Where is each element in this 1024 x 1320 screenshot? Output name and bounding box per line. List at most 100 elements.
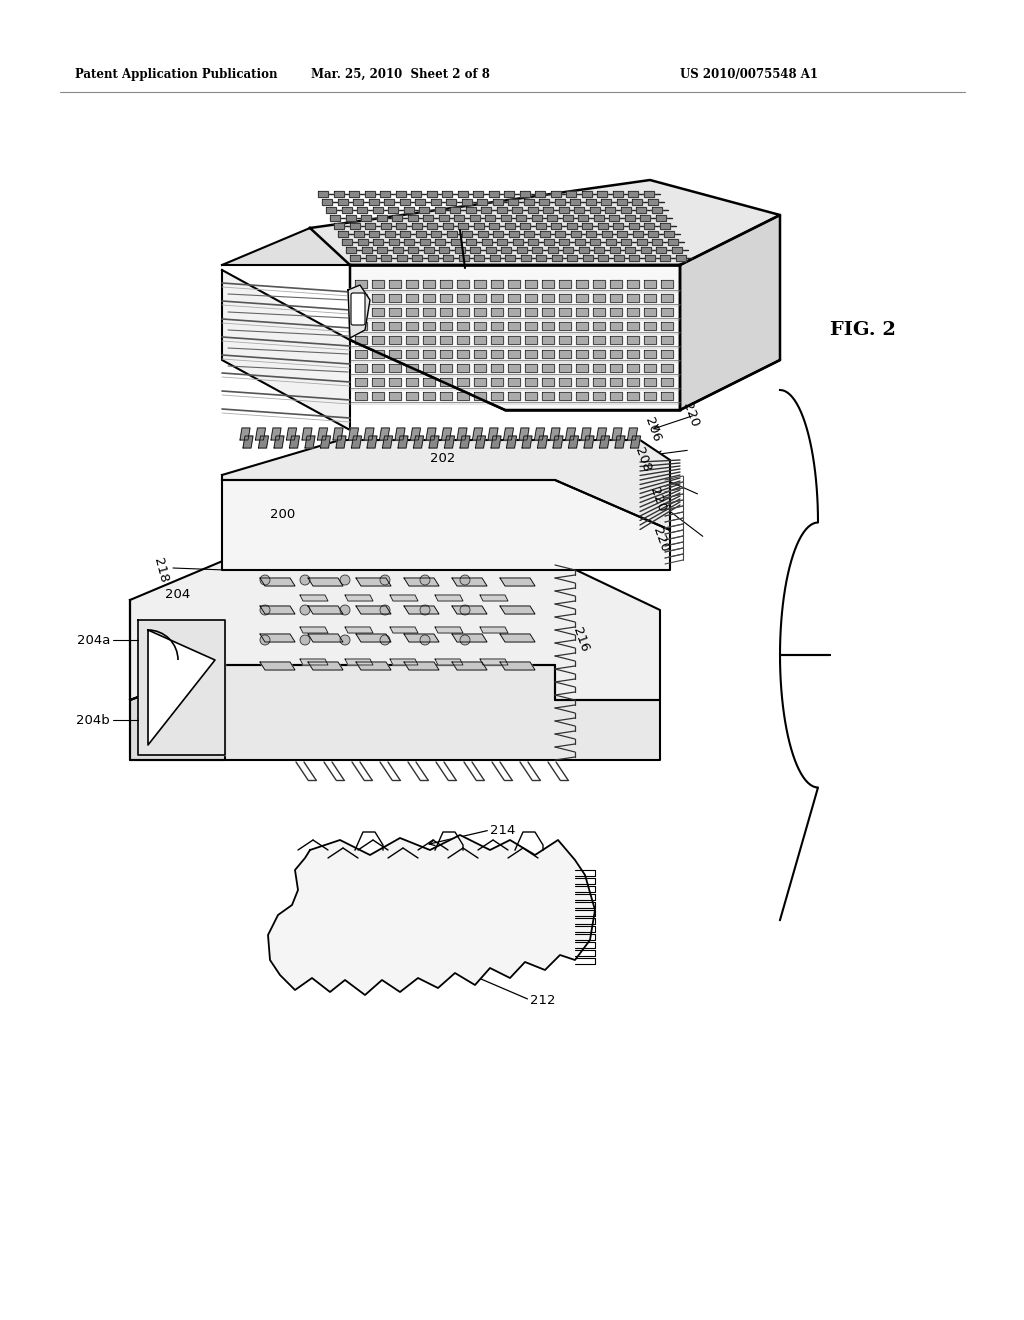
Polygon shape <box>372 308 384 315</box>
Polygon shape <box>414 436 424 447</box>
Polygon shape <box>355 294 367 302</box>
Polygon shape <box>372 392 384 400</box>
Polygon shape <box>349 191 359 197</box>
Polygon shape <box>508 280 520 288</box>
Polygon shape <box>612 428 622 440</box>
Polygon shape <box>474 350 486 358</box>
Polygon shape <box>326 207 336 213</box>
Polygon shape <box>372 322 384 330</box>
Polygon shape <box>411 191 421 197</box>
Polygon shape <box>540 231 550 238</box>
Polygon shape <box>559 392 571 400</box>
Polygon shape <box>457 308 469 315</box>
Polygon shape <box>542 280 554 288</box>
Polygon shape <box>582 223 592 228</box>
Circle shape <box>460 635 470 645</box>
Polygon shape <box>662 350 673 358</box>
Polygon shape <box>542 322 554 330</box>
Polygon shape <box>406 322 418 330</box>
Polygon shape <box>505 223 514 228</box>
Polygon shape <box>457 294 469 302</box>
Polygon shape <box>423 280 435 288</box>
Polygon shape <box>459 255 469 261</box>
Polygon shape <box>300 595 328 601</box>
Polygon shape <box>334 191 343 197</box>
Polygon shape <box>336 436 346 447</box>
Circle shape <box>340 635 350 645</box>
Polygon shape <box>452 663 487 671</box>
Polygon shape <box>457 378 469 385</box>
Polygon shape <box>406 280 418 288</box>
Polygon shape <box>434 207 444 213</box>
Circle shape <box>260 605 270 615</box>
Polygon shape <box>474 294 486 302</box>
Polygon shape <box>627 337 639 345</box>
Polygon shape <box>389 350 401 358</box>
Polygon shape <box>364 428 374 440</box>
Polygon shape <box>406 392 418 400</box>
Polygon shape <box>458 191 468 197</box>
Polygon shape <box>361 247 372 253</box>
Polygon shape <box>627 294 639 302</box>
Polygon shape <box>504 191 514 197</box>
Polygon shape <box>380 191 390 197</box>
Polygon shape <box>365 223 375 228</box>
Polygon shape <box>519 428 529 440</box>
Polygon shape <box>552 255 561 261</box>
Polygon shape <box>593 378 605 385</box>
Polygon shape <box>474 255 484 261</box>
Polygon shape <box>508 308 520 315</box>
Polygon shape <box>268 836 595 995</box>
Text: 212: 212 <box>530 994 555 1006</box>
Text: 220: 220 <box>680 401 700 429</box>
Polygon shape <box>308 578 343 586</box>
Polygon shape <box>594 215 603 220</box>
Polygon shape <box>322 199 332 205</box>
Polygon shape <box>451 239 461 246</box>
Polygon shape <box>440 308 452 315</box>
Polygon shape <box>260 634 295 642</box>
Polygon shape <box>612 191 623 197</box>
Polygon shape <box>404 239 414 246</box>
Polygon shape <box>470 247 480 253</box>
Polygon shape <box>260 606 295 614</box>
Polygon shape <box>616 199 627 205</box>
Polygon shape <box>308 663 343 671</box>
Polygon shape <box>431 231 441 238</box>
Polygon shape <box>389 364 401 372</box>
Polygon shape <box>652 239 662 246</box>
Polygon shape <box>389 308 401 315</box>
Polygon shape <box>287 428 297 440</box>
Polygon shape <box>438 215 449 220</box>
Polygon shape <box>396 223 406 228</box>
Polygon shape <box>508 350 520 358</box>
Polygon shape <box>408 215 418 220</box>
Polygon shape <box>610 337 622 345</box>
Polygon shape <box>403 207 414 213</box>
Polygon shape <box>644 392 656 400</box>
Polygon shape <box>636 207 646 213</box>
Polygon shape <box>435 595 463 601</box>
Polygon shape <box>300 659 328 665</box>
Polygon shape <box>373 239 383 246</box>
Polygon shape <box>446 231 457 238</box>
Polygon shape <box>423 392 435 400</box>
Polygon shape <box>594 247 604 253</box>
Polygon shape <box>625 215 635 220</box>
Polygon shape <box>575 294 588 302</box>
Polygon shape <box>474 364 486 372</box>
Polygon shape <box>373 207 383 213</box>
Polygon shape <box>426 428 436 440</box>
Polygon shape <box>535 191 545 197</box>
Polygon shape <box>662 392 673 400</box>
Polygon shape <box>381 223 390 228</box>
Polygon shape <box>404 606 439 614</box>
Polygon shape <box>508 392 520 400</box>
Polygon shape <box>559 350 571 358</box>
FancyBboxPatch shape <box>351 293 365 325</box>
Polygon shape <box>508 294 520 302</box>
Text: FIG. 2: FIG. 2 <box>830 321 896 339</box>
Polygon shape <box>439 247 449 253</box>
Polygon shape <box>610 392 622 400</box>
Polygon shape <box>381 255 391 261</box>
